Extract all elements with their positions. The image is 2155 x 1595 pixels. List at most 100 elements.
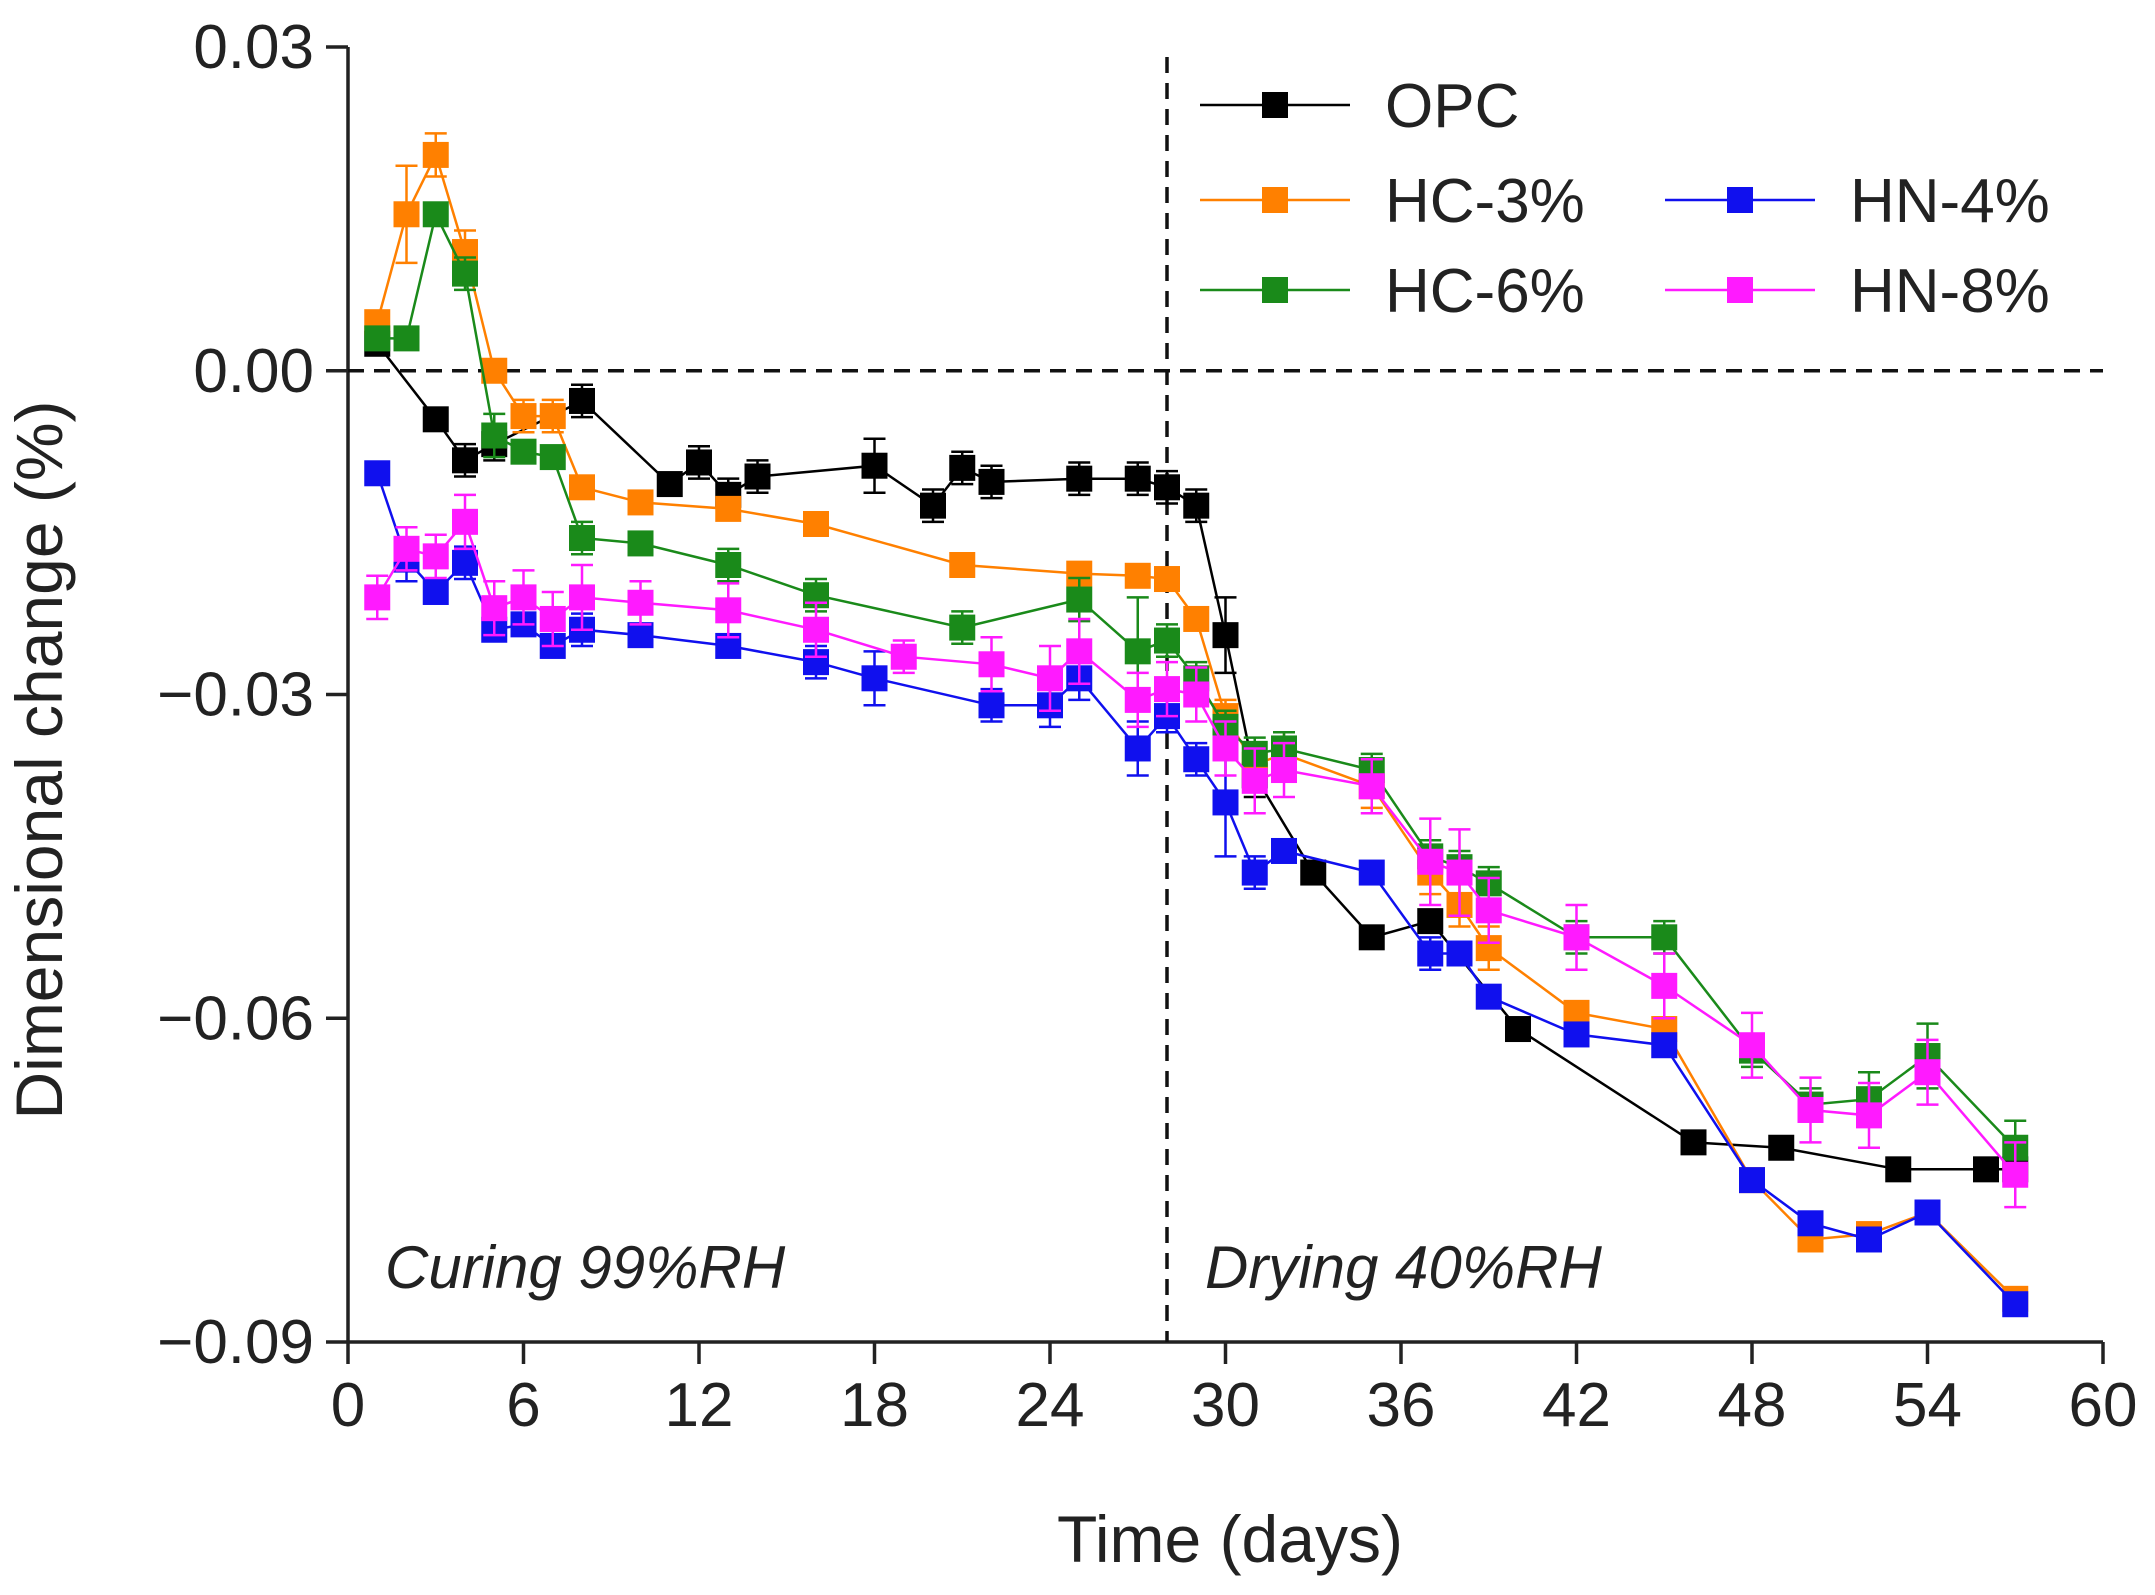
data-point bbox=[744, 463, 771, 490]
data-point bbox=[1066, 586, 1093, 613]
data-point bbox=[422, 543, 449, 570]
data-point bbox=[481, 422, 508, 449]
data-point bbox=[1271, 837, 1297, 864]
y-axis-title: Dimensional change (%) bbox=[2, 400, 76, 1119]
data-point bbox=[978, 692, 1005, 719]
data-point bbox=[510, 438, 537, 465]
data-point bbox=[422, 141, 449, 168]
data-point bbox=[1417, 908, 1444, 935]
y-tick-label: −0.06 bbox=[157, 984, 314, 1053]
legend-marker bbox=[1262, 277, 1288, 303]
data-point bbox=[393, 325, 420, 352]
legend-label: OPC bbox=[1385, 72, 1519, 141]
legend-marker bbox=[1262, 187, 1288, 213]
data-point bbox=[1505, 1016, 1531, 1043]
data-point bbox=[803, 510, 829, 537]
x-tick-label: 42 bbox=[1542, 1371, 1611, 1440]
data-point bbox=[949, 614, 976, 641]
data-point bbox=[2002, 1161, 2029, 1188]
data-point bbox=[1417, 848, 1444, 875]
data-point bbox=[1651, 924, 1678, 951]
data-point bbox=[1797, 1096, 1824, 1123]
data-point bbox=[393, 201, 420, 228]
legend-label: HC-6% bbox=[1385, 257, 1585, 326]
data-point bbox=[715, 495, 742, 522]
legend: OPC HC-3% HC-6% HN-4% HN-8% bbox=[1200, 72, 2050, 326]
y-tick-label: −0.09 bbox=[157, 1308, 314, 1377]
data-point bbox=[1768, 1134, 1795, 1161]
data-point bbox=[1154, 627, 1180, 654]
data-point bbox=[452, 508, 478, 535]
data-point bbox=[1446, 859, 1473, 886]
data-point bbox=[978, 651, 1005, 678]
data-point bbox=[890, 643, 917, 670]
x-tick-label: 0 bbox=[331, 1371, 365, 1440]
data-point bbox=[1680, 1129, 1707, 1156]
data-point bbox=[364, 325, 391, 352]
data-point bbox=[569, 474, 595, 501]
data-point bbox=[715, 552, 742, 578]
x-tick-label: 60 bbox=[2069, 1371, 2138, 1440]
x-tick-label: 54 bbox=[1893, 1371, 1962, 1440]
data-point bbox=[539, 605, 566, 632]
data-point bbox=[1739, 1167, 1765, 1194]
annotation-curing: Curing 99%RH bbox=[385, 1234, 786, 1301]
data-point bbox=[627, 530, 654, 557]
data-point bbox=[803, 616, 829, 643]
data-point bbox=[1651, 1032, 1678, 1059]
data-point bbox=[1183, 492, 1210, 519]
y-tick-label: 0.00 bbox=[193, 337, 314, 406]
data-point bbox=[1914, 1199, 1941, 1226]
data-point bbox=[1124, 735, 1151, 762]
x-tick-label: 30 bbox=[1191, 1371, 1260, 1440]
data-point bbox=[569, 525, 595, 552]
series-hn-4- bbox=[364, 460, 2029, 1318]
data-point bbox=[569, 387, 595, 414]
legend-label: HN-4% bbox=[1850, 167, 2050, 236]
data-point bbox=[1475, 983, 1502, 1010]
data-point bbox=[1154, 474, 1180, 501]
x-axis-title: Time (days) bbox=[1057, 1502, 1403, 1576]
y-tick-label: 0.03 bbox=[193, 13, 314, 82]
legend-marker bbox=[1727, 277, 1753, 303]
series-hn-8- bbox=[364, 493, 2029, 1209]
data-point bbox=[422, 406, 449, 433]
data-point bbox=[686, 449, 712, 476]
x-tick-label: 6 bbox=[506, 1371, 540, 1440]
data-point bbox=[1446, 940, 1473, 967]
data-point bbox=[539, 403, 566, 430]
data-point bbox=[1358, 773, 1385, 800]
data-point bbox=[949, 552, 976, 578]
data-point bbox=[1300, 859, 1327, 886]
data-point bbox=[510, 584, 537, 611]
data-point bbox=[1271, 757, 1297, 784]
data-point bbox=[949, 454, 976, 481]
data-point bbox=[364, 584, 391, 611]
x-tick-label: 18 bbox=[840, 1371, 909, 1440]
data-point bbox=[1358, 924, 1385, 951]
legend-label: HC-3% bbox=[1385, 167, 1585, 236]
data-point bbox=[656, 471, 683, 498]
data-point bbox=[1563, 1021, 1590, 1048]
data-point bbox=[627, 489, 654, 516]
data-point bbox=[1124, 686, 1151, 713]
series-line bbox=[376, 343, 2016, 1171]
data-point bbox=[1212, 622, 1239, 649]
x-tick-label: 12 bbox=[665, 1371, 734, 1440]
x-tick-label: 36 bbox=[1367, 1371, 1436, 1440]
data-point bbox=[539, 444, 566, 471]
data-point bbox=[1856, 1226, 1882, 1253]
data-point bbox=[627, 589, 654, 616]
data-point bbox=[1154, 676, 1180, 703]
data-point bbox=[861, 665, 888, 692]
data-point bbox=[1124, 465, 1151, 492]
data-point bbox=[1241, 767, 1268, 794]
data-point bbox=[1154, 566, 1180, 593]
data-point bbox=[1856, 1102, 1882, 1129]
data-point bbox=[1183, 681, 1210, 708]
data-point bbox=[1124, 562, 1151, 589]
data-point bbox=[1124, 638, 1151, 665]
data-point bbox=[861, 452, 888, 479]
